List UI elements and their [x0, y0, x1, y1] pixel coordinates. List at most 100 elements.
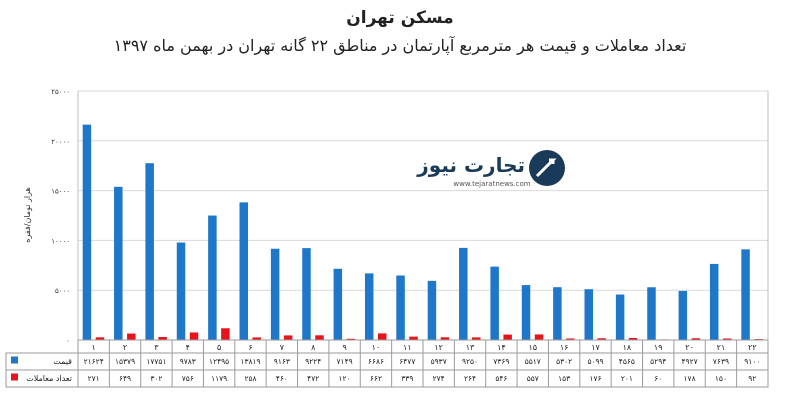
transactions-bar — [503, 334, 512, 340]
transactions-value-label: ۹۲ — [748, 374, 756, 383]
x-category-label: ۱۷ — [591, 343, 600, 352]
price-value-label: ۷۶۳۹ — [713, 357, 729, 366]
price-value-label: ۵۲۹۴ — [650, 357, 666, 366]
price-value-label: ۹۷۸۳ — [180, 357, 196, 366]
x-category-label: ۱۰ — [372, 343, 381, 352]
price-value-label: ۷۱۴۹ — [337, 357, 353, 366]
x-category-label: ۵ — [217, 343, 221, 352]
x-category-label: ۶ — [248, 343, 252, 352]
price-value-label: ۹۱۰۰ — [744, 357, 760, 366]
y-tick-label: ۲۰۰۰۰ — [51, 138, 70, 146]
transactions-value-label: ۲۷۱ — [88, 374, 100, 383]
transactions-value-label: ۱۲۰ — [339, 374, 351, 383]
transactions-value-label: ۱۵۳ — [558, 374, 570, 383]
transactions-bar — [283, 335, 293, 340]
transactions-bar — [472, 337, 481, 340]
chart-subtitle: تعداد معاملات و قیمت هر مترمربع آپارتمان… — [113, 36, 687, 55]
legend-swatch-transactions — [11, 373, 18, 381]
transactions-bar — [628, 337, 638, 340]
price-value-label: ۹۱۶۳ — [274, 357, 290, 366]
y-tick-label: ۰ — [66, 337, 70, 345]
price-bar — [647, 287, 656, 340]
watermark-logo: تجارت نیوز www.tejaratnews.com — [416, 150, 565, 188]
x-category-label: ۲۰ — [685, 343, 694, 352]
bars — [82, 124, 763, 340]
price-bar — [114, 186, 123, 340]
y-tick-label: ۵۰۰۰ — [55, 287, 70, 295]
y-tick-label: ۱۵۰۰۰ — [51, 188, 70, 196]
price-bar — [176, 242, 186, 340]
price-bar — [396, 275, 405, 340]
price-bar — [584, 289, 593, 340]
transactions-value-label: ۴۷۲ — [307, 374, 319, 383]
transactions-value-label: ۴۶۰ — [276, 374, 288, 383]
y-tick-label: ۱۰۰۰۰ — [51, 237, 70, 245]
price-bar — [82, 124, 92, 340]
transactions-value-label: ۲۵۸ — [244, 374, 256, 383]
transactions-value-label: ۷۵۶ — [182, 374, 194, 383]
page-title: مسکن تهران — [346, 8, 454, 28]
x-category-label: ۴ — [186, 343, 190, 352]
x-category-label: ۱۱ — [403, 343, 412, 352]
price-value-label: ۱۲۴۹۵ — [209, 357, 229, 366]
x-category-label: ۸ — [311, 343, 316, 352]
x-category-label: ۲۲ — [748, 343, 757, 352]
x-category-label: ۲ — [123, 343, 127, 352]
transactions-bar — [315, 335, 324, 340]
x-category-label: ۱۲ — [434, 343, 443, 352]
legend-swatch-price — [11, 356, 18, 364]
data-table: ۱۲۱۶۲۴۲۷۱۲۱۵۳۷۹۶۴۹۳۱۷۷۵۱۳۰۲۴۹۷۸۳۷۵۶۵۱۲۴۹… — [5, 339, 769, 388]
transactions-bar — [440, 337, 450, 340]
x-category-label: ۱۴ — [497, 343, 506, 352]
price-bar — [459, 247, 468, 340]
transactions-bar — [127, 333, 136, 340]
x-category-label: ۱۸ — [623, 343, 632, 352]
legend-label-price: قیمت — [53, 357, 72, 366]
price-bar — [490, 266, 499, 340]
price-value-label: ۷۳۶۹ — [493, 357, 509, 366]
x-category-label: ۱۳ — [466, 343, 475, 352]
transactions-value-label: ۱۱۷۹ — [211, 374, 227, 383]
x-category-label: ۹ — [342, 343, 346, 352]
transactions-value-label: ۶۴۹ — [119, 374, 131, 383]
price-value-label: ۴۵۶۵ — [619, 357, 635, 366]
transactions-bar — [409, 336, 418, 340]
price-value-label: ۵۰۹۹ — [587, 357, 603, 366]
transactions-value-label: ۳۳۹ — [401, 374, 413, 383]
price-bar — [553, 287, 562, 340]
x-category-label: ۱۶ — [560, 343, 569, 352]
price-bar — [145, 163, 154, 340]
price-bar — [270, 248, 280, 340]
x-category-label: ۷ — [280, 343, 285, 352]
y-axis-ticks: ۰ ۵۰۰۰ ۱۰۰۰۰ ۱۵۰۰۰ ۲۰۰۰۰ ۲۵۰۰۰ — [51, 88, 70, 345]
transactions-bar — [158, 336, 167, 340]
transactions-bar — [346, 338, 356, 340]
price-bar — [302, 248, 311, 340]
price-bar — [741, 249, 750, 340]
transactions-value-label: ۱۷۸ — [684, 374, 696, 383]
price-bar — [239, 202, 248, 340]
price-bar — [521, 285, 531, 340]
price-value-label: ۱۷۷۵۱ — [146, 357, 166, 366]
transactions-bar — [597, 338, 606, 340]
transactions-value-label: ۲۰۱ — [621, 374, 633, 383]
price-value-label: ۲۱۶۲۴ — [84, 357, 104, 366]
transactions-value-label: ۵۵۷ — [527, 374, 539, 383]
y-tick-label: ۲۵۰۰۰ — [51, 88, 70, 96]
price-value-label: ۵۵۱۷ — [525, 357, 541, 366]
x-category-label: ۱۹ — [654, 343, 663, 352]
transactions-value-label: ۱۷۶ — [589, 374, 601, 383]
x-category-label: ۱ — [92, 343, 96, 352]
price-value-label: ۶۶۸۶ — [368, 357, 384, 366]
x-category-label: ۲۱ — [717, 343, 726, 352]
price-bar — [333, 268, 343, 340]
price-bar — [364, 273, 374, 340]
plot-frame — [77, 91, 769, 340]
price-value-label: ۹۲۲۴ — [305, 357, 321, 366]
y-axis-label: هزار تومان/فقره — [23, 187, 32, 242]
logo-url: www.tejaratnews.com — [453, 180, 530, 188]
transactions-bar — [377, 333, 387, 340]
price-value-label: ۱۳۸۱۹ — [240, 357, 260, 366]
x-category-label: ۱۵ — [528, 343, 537, 352]
